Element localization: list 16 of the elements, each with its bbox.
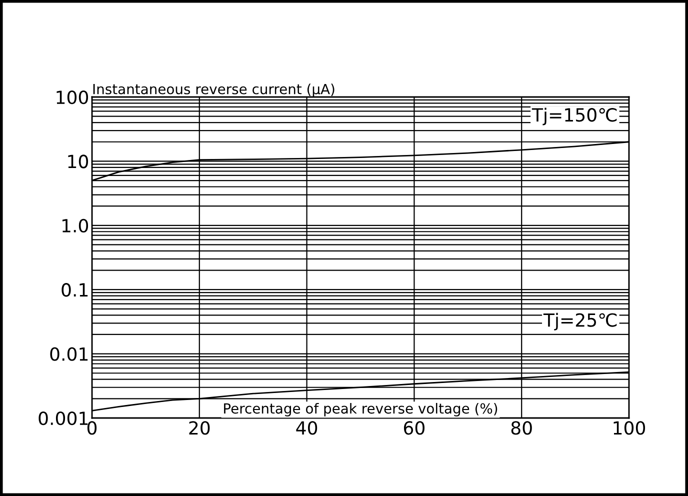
x-tick-label: 20 xyxy=(189,421,210,435)
x-tick-label: 100 xyxy=(614,421,646,435)
series-label: Tj=150℃ xyxy=(532,108,617,126)
x-axis-title: Percentage of peak reverse voltage (%) xyxy=(224,402,498,416)
x-tick-label: 60 xyxy=(404,421,424,435)
y-axis-title: Instantaneous reverse current (μA) xyxy=(93,84,334,97)
y-tick-label: 10 xyxy=(68,154,88,168)
x-tick-label: 80 xyxy=(511,421,532,435)
y-tick-label: 0.01 xyxy=(50,347,88,361)
x-tick-label: 40 xyxy=(296,421,318,435)
y-tick-label: 1.0 xyxy=(62,218,88,233)
x-tick-label: 0 xyxy=(87,421,97,435)
y-tick-label: 0.001 xyxy=(38,411,88,426)
text: Tj=25℃ xyxy=(543,312,617,330)
y-tick-label: 0.1 xyxy=(62,283,88,297)
y-tick-label: 100 xyxy=(56,90,88,104)
